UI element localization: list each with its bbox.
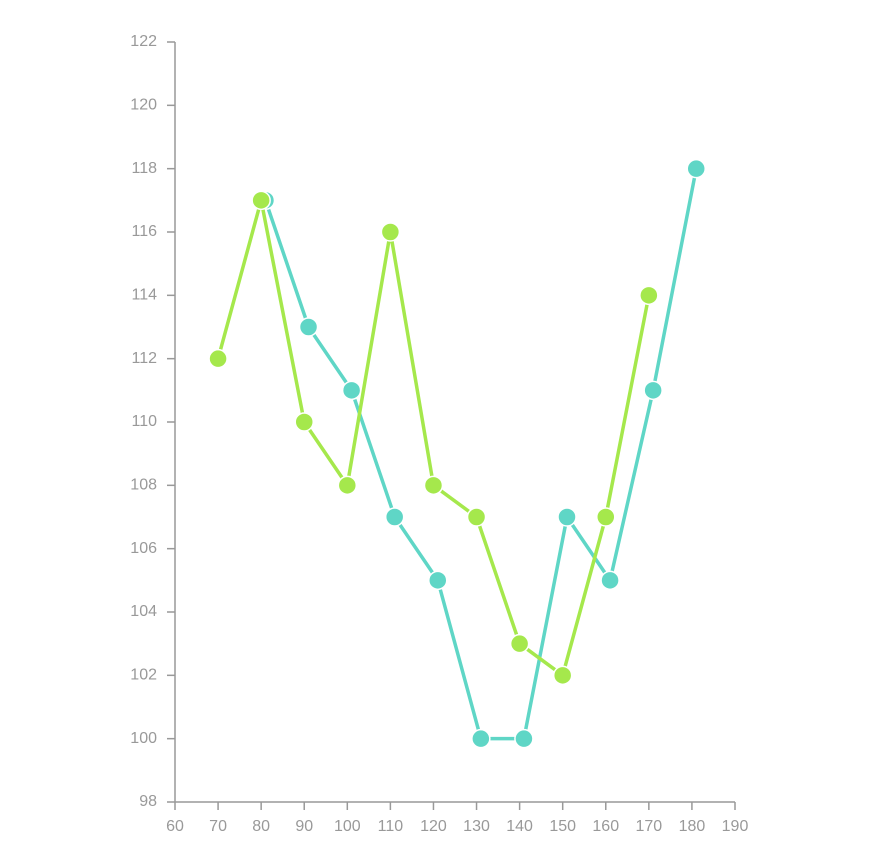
data-point [686,158,706,179]
x-tick-label: 130 [463,818,490,835]
data-point [643,380,663,401]
x-tick-label: 80 [252,818,270,835]
x-tick-label: 180 [679,818,706,835]
y-tick-label: 102 [130,667,157,684]
x-tick-label: 90 [295,818,313,835]
data-point [294,412,314,432]
x-tick-label: 140 [506,818,533,835]
y-tick-label: 118 [131,160,157,177]
data-point [428,570,448,591]
data-point [471,728,491,749]
y-tick-label: 116 [131,223,157,240]
data-point [596,507,616,527]
x-tick-label: 100 [334,818,361,835]
data-point [639,285,659,306]
x-tick-label: 60 [166,818,184,835]
data-point [466,507,487,527]
y-tick-label: 114 [131,287,157,304]
y-tick-label: 122 [130,33,157,50]
data-point [380,222,401,242]
x-tick-label: 150 [549,818,576,835]
data-point [514,728,534,749]
x-tick-label: 110 [378,818,404,835]
y-tick-label: 106 [130,540,157,557]
data-point [341,380,362,401]
y-tick-label: 104 [130,603,157,620]
data-point [337,475,358,496]
data-point [298,317,319,337]
x-tick-label: 70 [209,818,227,835]
x-tick-label: 160 [592,818,619,835]
series-line [263,168,698,741]
y-tick-label: 98 [139,793,157,810]
data-point [208,348,228,369]
y-tick-label: 108 [130,477,157,494]
data-point [251,190,271,211]
data-point [557,507,577,527]
data-point [384,507,405,527]
y-tick-label: 112 [131,350,157,367]
data-point [600,570,620,591]
y-tick-label: 100 [130,730,157,747]
x-tick-label: 190 [722,818,749,835]
y-tick-label: 110 [131,413,157,430]
data-point [423,475,444,496]
series-line [216,198,651,678]
data-point [552,665,573,686]
x-tick-label: 170 [635,818,662,835]
x-tick-label: 120 [420,818,447,835]
data-point [509,633,530,654]
y-tick-label: 120 [130,97,157,114]
